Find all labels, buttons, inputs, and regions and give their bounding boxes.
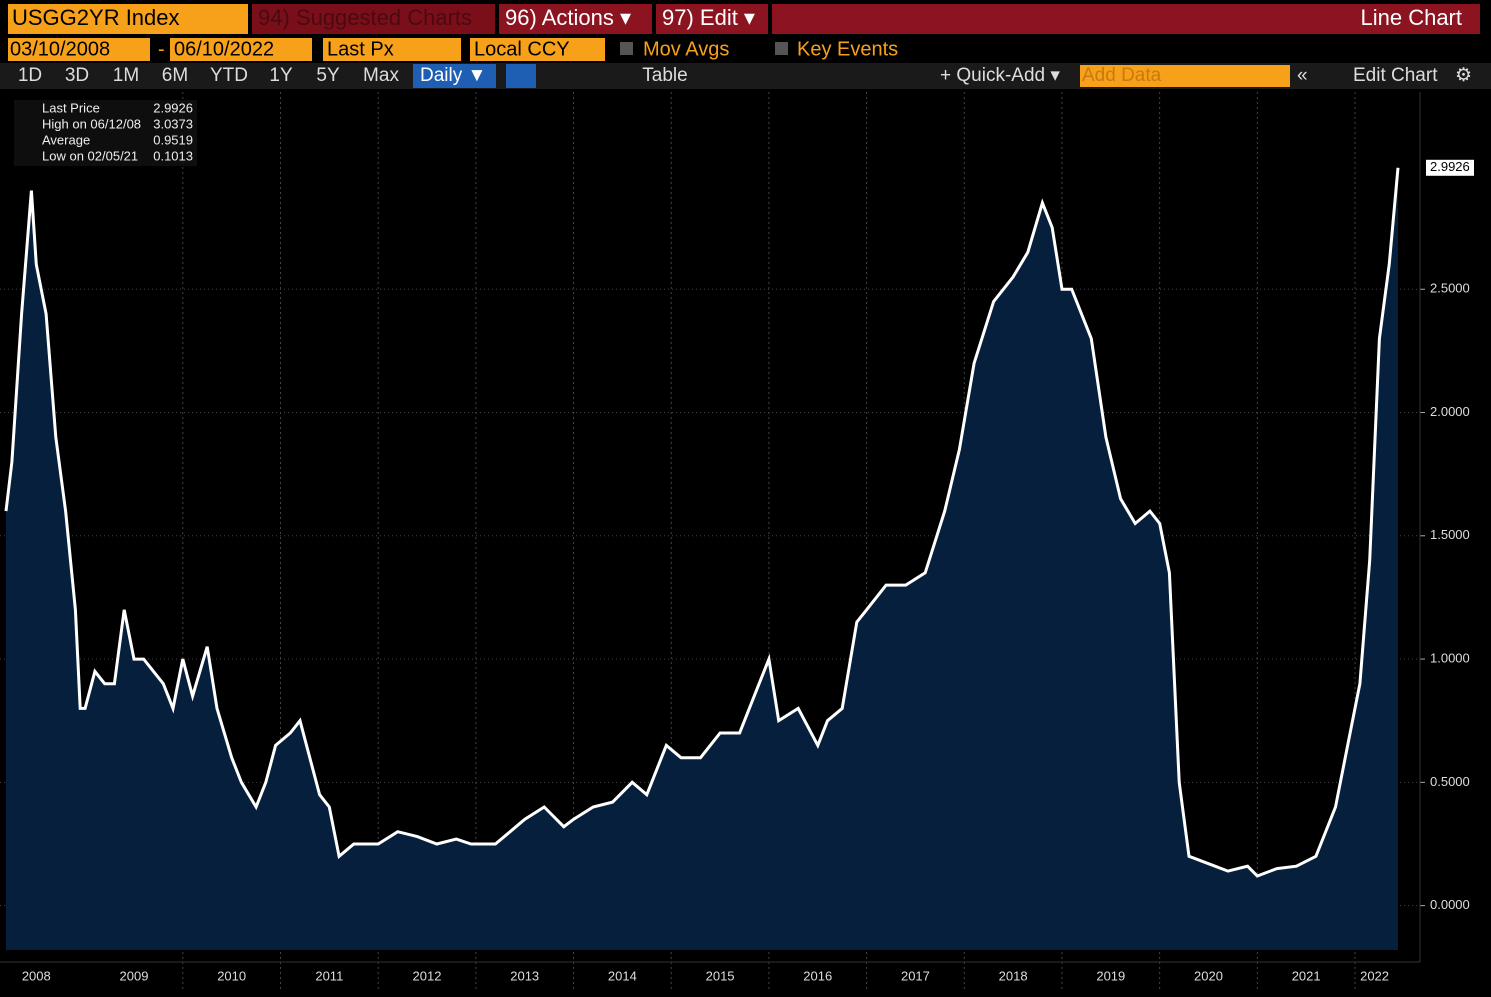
y-tick-label: 2.0000 [1430,404,1470,419]
x-tick-label: 2020 [1194,968,1223,983]
last-price-box [1426,159,1474,176]
frequency-btn[interactable] [413,64,496,88]
last-price-label: 2.9926 [1430,159,1470,174]
x-tick-label: 2017 [901,968,930,983]
legend-value: 0.9519 [153,132,193,147]
y-tick-label: 1.0000 [1430,651,1470,666]
period-btn[interactable]: 1M [113,65,139,86]
key-events[interactable]: Key Events [797,38,898,60]
x-tick-label: 2011 [315,968,343,983]
title-bar [772,4,1480,34]
frequency[interactable]: Daily ▼ [420,65,486,86]
y-tick-label: 0.5000 [1430,774,1470,789]
start-date[interactable]: 03/10/2008 [10,38,110,60]
suggested[interactable]: 94) Suggested Charts [258,5,472,30]
period-btn[interactable]: 3D [65,65,89,86]
x-tick-label: 2021 [1292,968,1321,983]
mov-avgs[interactable]: Mov Avgs [643,38,729,60]
actions[interactable]: 96) Actions ▾ [505,5,631,30]
x-tick-label: 2008 [22,968,51,983]
end-date-box[interactable] [170,38,312,61]
period-btn[interactable]: 1D [18,65,42,86]
end-date[interactable]: 06/10/2022 [174,38,274,60]
period-btn[interactable]: 5Y [316,65,340,86]
checkbox[interactable] [775,42,788,55]
x-tick-label: 2013 [510,968,539,983]
security-box[interactable] [8,4,248,34]
legend-value: 0.1013 [153,148,193,163]
checkbox[interactable] [620,42,633,55]
currency[interactable]: Local CCY [474,38,570,60]
x-tick-label: 2012 [413,968,442,983]
date-sep: - [158,38,165,60]
legend-label: Low on 02/05/21 [42,148,138,163]
settings[interactable]: ⚙ [1455,65,1472,86]
x-tick-label: 2010 [217,968,246,983]
x-tick-label: 2016 [803,968,832,983]
x-tick-label: 2018 [999,968,1028,983]
legend-label: Last Price [42,100,100,115]
legend-label: Average [42,132,90,147]
edit[interactable]: 97) Edit ▾ [662,5,755,30]
y-tick-label: 0.0000 [1430,897,1470,912]
add-data-box[interactable] [1080,65,1290,87]
actions-btn[interactable] [499,4,652,34]
x-tick-label: 2019 [1096,968,1125,983]
period-btn[interactable]: YTD [210,65,248,86]
currency-box[interactable] [470,38,605,61]
x-tick-label: 2015 [706,968,735,983]
x-tick-label: 2022 [1360,968,1389,983]
area [6,167,1398,951]
start-date-box[interactable] [8,38,150,61]
period-btn[interactable]: 6M [162,65,188,86]
legend-value: 2.9926 [153,100,193,115]
security[interactable]: USGG2YR Index [12,5,180,30]
y-tick-label: 2.5000 [1430,281,1470,296]
edit-chart[interactable]: Edit Chart [1353,65,1438,86]
add-data[interactable]: Add Data [1082,65,1162,86]
legend-box [14,100,197,166]
quick-add[interactable]: + Quick-Add ▾ [940,65,1060,86]
field-box[interactable] [323,38,461,61]
table[interactable]: Table [642,65,687,86]
suggested-btn[interactable] [252,4,495,34]
x-tick-label: 2009 [120,968,149,983]
chart-kind: Line Chart [1360,5,1462,30]
x-tick-label: 2014 [608,968,637,983]
line-icon[interactable] [506,64,536,88]
period-btn[interactable]: Max [363,65,399,86]
collapse[interactable]: « [1297,65,1308,86]
field[interactable]: Last Px [327,38,394,60]
period-btn[interactable]: 1Y [269,65,293,86]
y-tick-label: 1.5000 [1430,527,1470,542]
legend-value: 3.0373 [153,116,193,131]
edit-btn[interactable] [656,4,768,34]
legend-label: High on 06/12/08 [42,116,141,131]
line [4,167,1400,878]
